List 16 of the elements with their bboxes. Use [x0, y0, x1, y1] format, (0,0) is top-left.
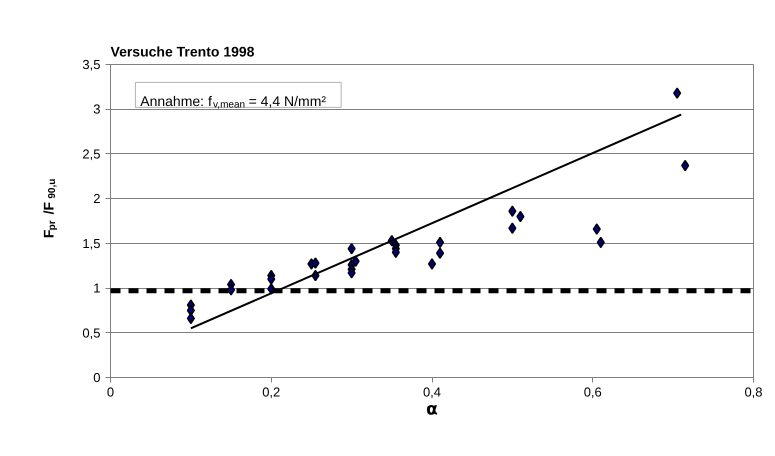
y-tick-label: 2 — [93, 191, 101, 206]
y-tick-label: 3 — [93, 102, 101, 117]
x-tick-label: 0,2 — [262, 384, 280, 400]
y-tick-label: 2,5 — [82, 146, 101, 162]
x-axis-title: α — [426, 400, 438, 420]
y-tick-label: 3,5 — [82, 57, 101, 72]
x-tick-label: 0,8 — [744, 384, 763, 400]
y-tick-label: 1,5 — [82, 236, 101, 251]
x-tick-label: 0,6 — [584, 384, 602, 400]
x-tick-label: 0,4 — [422, 384, 442, 400]
y-tick-label: 0 — [93, 370, 101, 385]
chart-title: Versuche Trento 1998 — [110, 44, 255, 60]
x-tick-label: 0 — [106, 384, 114, 400]
y-axis-title: Fpr/F90,u — [40, 178, 58, 238]
y-tick-label: 0,5 — [82, 325, 101, 340]
y-tick-label: 1 — [93, 280, 101, 296]
